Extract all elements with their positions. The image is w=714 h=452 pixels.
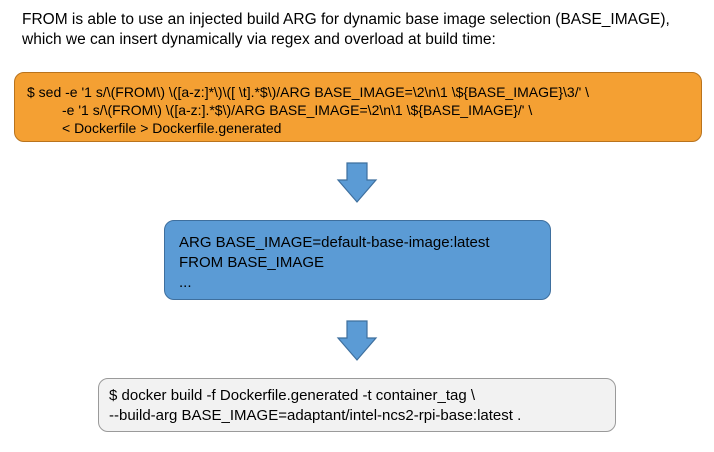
docker-build-line: $ docker build -f Dockerfile.generated -… xyxy=(109,387,476,404)
docker-build-box: $ docker build -f Dockerfile.generated -… xyxy=(98,378,616,432)
intro-line: FROM is able to use an injected build AR… xyxy=(22,11,670,28)
docker-build-line: --build-arg BASE_IMAGE=adaptant/intel-nc… xyxy=(109,407,522,424)
sed-command-box: $ sed -e '1 s/\(FROM\) \([a-z:]*\)\([ \t… xyxy=(14,72,702,142)
sed-command-line: -e '1 s/\(FROM\) \([a-z:].*$\)/ARG BASE_… xyxy=(27,102,533,118)
dockerfile-line: FROM BASE_IMAGE xyxy=(179,254,325,271)
arrow-down-icon xyxy=(336,162,378,203)
sed-command-line: $ sed -e '1 s/\(FROM\) \([a-z:]*\)\([ \t… xyxy=(27,84,590,100)
intro-line: which we can insert dynamically via rege… xyxy=(22,31,496,48)
intro-text: FROM is able to use an injected build AR… xyxy=(22,10,702,50)
dockerfile-box: ARG BASE_IMAGE=default-base-image:latest… xyxy=(164,220,551,300)
arrow-down-icon xyxy=(336,320,378,361)
dockerfile-line: ARG BASE_IMAGE=default-base-image:latest xyxy=(179,234,490,251)
sed-command-line: < Dockerfile > Dockerfile.generated xyxy=(27,120,282,136)
dockerfile-line: ... xyxy=(179,274,192,291)
